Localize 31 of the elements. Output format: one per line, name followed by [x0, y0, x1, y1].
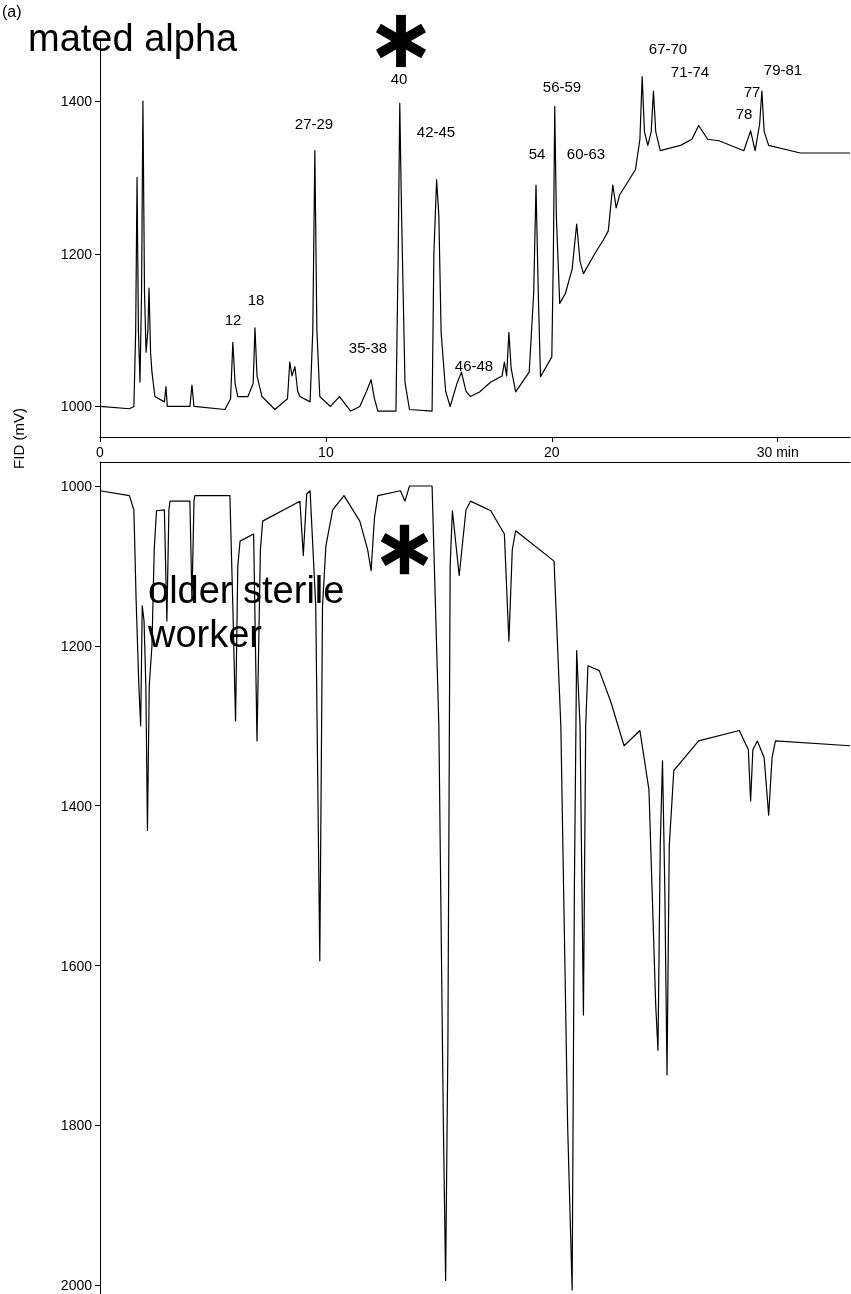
x-tick-label: 0	[96, 444, 105, 460]
annotation: 79-81	[763, 60, 803, 78]
annotation: 42-45	[416, 122, 456, 140]
y-tick-label: 1400	[60, 93, 93, 110]
annotation: 78	[735, 104, 753, 122]
y-tick-label: 1000	[60, 398, 93, 415]
annotation: 27-29	[294, 114, 334, 132]
annotation: mated alpha	[28, 16, 239, 59]
annotation: 60-63	[566, 144, 606, 162]
text: (a)	[2, 2, 22, 20]
annotation: 12	[224, 310, 242, 328]
y-tick-label: 2000	[60, 1277, 93, 1294]
annotation: 46-48	[454, 356, 494, 374]
y-tick-label: 1400	[60, 797, 93, 814]
annotation: 40	[390, 69, 408, 87]
annotation: 56-59	[542, 77, 582, 95]
y-tick-label: 1600	[60, 957, 93, 974]
y-tick-label: 1800	[60, 1117, 93, 1134]
annotation: 77	[743, 82, 761, 100]
annotation: 35-38	[348, 338, 388, 356]
y-axis-title: FID (mV)	[9, 407, 27, 471]
annotation: 18	[247, 290, 265, 308]
y-tick-label: 1200	[60, 637, 93, 654]
x-tick-label: 20	[544, 444, 560, 460]
annotation: 54	[528, 144, 546, 162]
annotation: 71-74	[670, 62, 710, 80]
y-tick-label: 1200	[60, 245, 93, 262]
y-tick-label: 1000	[60, 477, 93, 494]
annotation: 67-70	[648, 39, 688, 57]
x-tick-label: 30 min	[756, 444, 799, 460]
x-tick-label: 10	[318, 444, 334, 460]
